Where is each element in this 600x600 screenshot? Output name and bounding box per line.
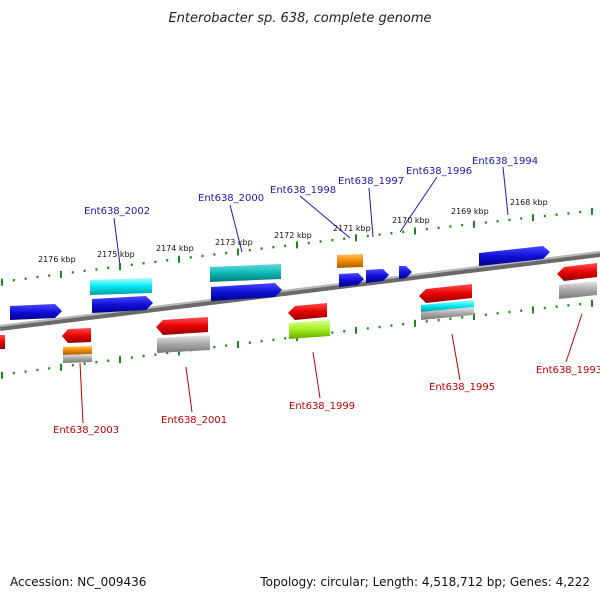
gene-label[interactable]: Ent638_2000 [198,193,264,204]
gene-label[interactable]: Ent638_1999 [289,401,355,412]
scale-label: 2174 kbp [156,244,194,253]
leader-line [565,313,583,363]
gene-label[interactable]: Ent638_1998 [270,185,336,196]
gene-arrow-forward[interactable] [479,246,550,266]
gene-block-rna[interactable] [210,264,281,282]
gene-label[interactable]: Ent638_1993 [536,365,600,376]
gene-label[interactable]: Ent638_1994 [472,156,538,167]
scale-label: 2176 kbp [38,255,76,264]
leader-line [185,366,193,413]
leader-line [368,187,374,238]
gene-label[interactable]: Ent638_1997 [338,176,404,187]
gene-labels-forward: Ent638_2002 Ent638_2000 Ent638_1998 Ent6… [84,156,538,217]
gene-arrow-reverse[interactable] [557,263,597,281]
gene-label[interactable]: Ent638_2002 [84,206,150,217]
gene-arrow-reverse[interactable] [156,317,208,335]
genome-backbone-highlight [0,251,600,327]
page-title: Enterobacter sp. 638, complete genome [168,11,431,26]
scale-label: 2175 kbp [97,250,135,259]
gene-arrow-forward[interactable] [366,269,389,283]
reverse-strand-genes [0,263,597,363]
scale-ticks-lower [1,299,593,379]
leader-line [229,204,243,253]
gene-block-other[interactable] [289,320,330,339]
scale-label: 2172 kbp [274,231,312,240]
scale-labels: 2176 kbp 2175 kbp 2174 kbp 2173 kbp 2172… [38,198,548,264]
scale-label: 2168 kbp [510,198,548,207]
gene-block-pseudo[interactable] [157,335,210,353]
gene-arrow-forward[interactable] [10,304,62,320]
scale-ticks-upper [1,207,593,286]
leader-line [399,176,438,233]
forward-strand-genes [10,246,550,320]
scale-label: 2170 kbp [392,216,430,225]
gene-label[interactable]: Ent638_1996 [406,166,472,177]
gene-arrow-reverse[interactable] [419,284,472,303]
scale-label: 2173 kbp [215,238,253,247]
gene-block-other[interactable] [63,346,92,355]
leader-line [79,362,84,424]
gene-arrow-reverse[interactable] [62,328,91,343]
gene-arrow-reverse[interactable] [0,335,5,349]
gene-block-rna[interactable] [90,278,152,295]
gene-arrow-reverse[interactable] [288,303,327,320]
scale-label: 2171 kbp [333,224,371,233]
accession-text: Accession: NC_009436 [10,575,146,589]
leader-line [451,333,461,381]
gene-arrow-forward[interactable] [339,273,364,287]
gene-labels-reverse: Ent638_2003 Ent638_2001 Ent638_1999 Ent6… [53,365,600,436]
topology-text: Topology: circular; Length: 4,518,712 bp… [259,575,590,589]
gene-label[interactable]: Ent638_2001 [161,415,227,426]
scale-label: 2169 kbp [451,207,489,216]
gene-arrow-forward[interactable] [92,296,153,313]
gene-block-pseudo[interactable] [421,307,474,320]
gene-block-rna[interactable] [421,300,474,312]
gene-arrow-forward[interactable] [399,266,412,279]
gene-label[interactable]: Ent638_1995 [429,382,495,393]
gene-block-pseudo[interactable] [559,281,597,299]
leader-line [312,351,321,399]
gene-arrow-forward[interactable] [211,283,282,301]
gene-block-pseudo[interactable] [63,354,92,363]
leader-line [299,195,351,239]
leader-line [113,217,121,266]
gene-label[interactable]: Ent638_2003 [53,425,119,436]
label-leaders [79,166,583,424]
gene-block-other[interactable] [337,254,363,268]
genome-backbone [0,251,600,331]
leader-line [502,166,509,216]
